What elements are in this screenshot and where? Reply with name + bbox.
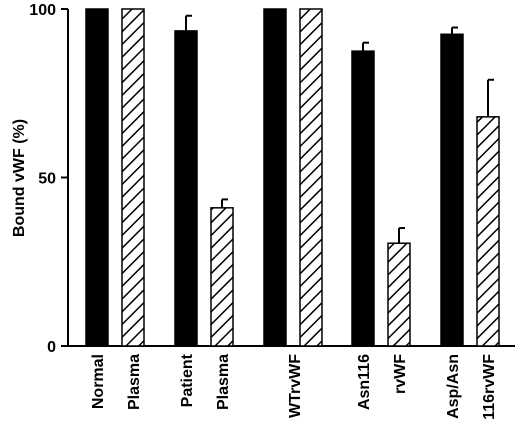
bar-solid-4 [440, 33, 464, 347]
y-tick-label: 0 [47, 339, 56, 356]
bar-hatched-4 [476, 116, 500, 347]
bar-hatched-3 [387, 242, 411, 347]
category-label: Normal [90, 354, 107, 409]
bar-solid-1 [174, 30, 198, 347]
bar-solid-3 [351, 50, 375, 347]
category-label: WTrvWF [287, 354, 304, 418]
bar-solid-0 [85, 8, 109, 347]
category-label: Asp/Asn [445, 354, 462, 419]
bar-hatched-2 [299, 8, 323, 347]
category-label: rvWF [392, 354, 409, 394]
y-tick-label: 50 [38, 171, 56, 188]
bar-solid-2 [263, 8, 287, 347]
category-label: Asn116 [356, 354, 373, 410]
bars [85, 8, 500, 347]
error-bars [185, 14, 494, 244]
bar-hatched-0 [121, 8, 145, 347]
category-label: 116rvWF [481, 354, 498, 420]
category-label: Patient [179, 353, 196, 407]
category-label: Plasma [215, 354, 232, 410]
category-labels: Normal Plasma Patient Plasma WTrvWF Asn116 rvW… [90, 353, 498, 419]
bar-hatched-1 [210, 207, 234, 347]
y-tick-label: 100 [29, 2, 56, 19]
y-axis-title: Bound vWF (%) [11, 119, 28, 237]
y-tick-labels: 0 50 100 [29, 2, 56, 356]
category-label: Plasma [126, 354, 143, 410]
